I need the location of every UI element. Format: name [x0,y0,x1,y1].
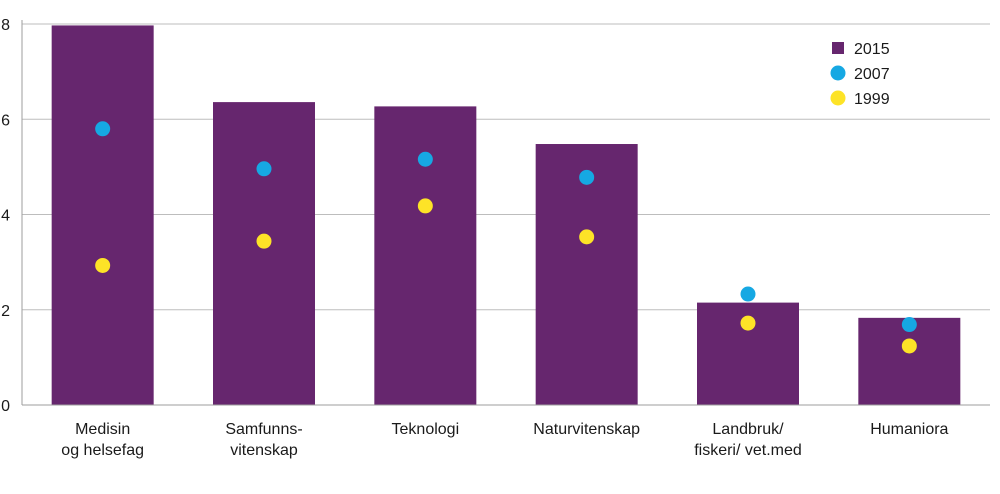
x-category-label: fiskeri/ vet.med [694,442,802,459]
point-2007 [579,169,595,185]
bar-2015 [213,102,315,405]
point-2007 [256,161,272,177]
bar-2015 [51,25,154,406]
gridlines [22,23,990,311]
x-category-label: Naturvitenskap [533,421,640,438]
y-tick-label: 8 [1,17,10,34]
legend-label-2007: 2007 [854,66,890,83]
point-1999 [901,338,917,354]
y-axis: 0 2 4 6 8 [1,17,23,415]
bar-2015 [374,106,477,406]
x-category-label: Samfunns- [225,421,302,438]
x-category-label: og helsefag [61,442,144,459]
x-axis: Medisin og helsefag Samfunns-vitenskap Tekn… [22,404,990,459]
point-1999 [740,315,756,331]
legend: 2015 2007 1999 [830,41,890,108]
y-tick-label: 2 [1,303,10,320]
legend-marker-1999 [830,90,846,106]
bar-2015 [858,317,961,405]
point-1999 [417,198,433,214]
y-tick-label: 6 [1,112,10,129]
point-2007 [901,317,917,333]
legend-marker-2015 [832,42,844,54]
legend-label-1999: 1999 [854,91,890,108]
point-2007 [740,286,756,302]
x-category-label: vitenskap [230,442,298,459]
bars-2015 [51,25,961,406]
point-1999 [579,229,595,245]
y-tick-label: 4 [1,208,10,225]
bar-2015 [535,144,638,405]
y-tick-label: 0 [1,398,10,415]
legend-label-2015: 2015 [854,41,890,58]
point-1999 [95,257,111,273]
legend-marker-2007 [830,65,846,81]
x-category-label: Medisin [75,421,130,438]
points [95,121,917,354]
point-2007 [417,151,433,167]
point-2007 [95,121,111,137]
x-category-label: Humaniora [870,421,948,438]
point-1999 [256,233,272,249]
x-category-label: Landbruk/ [712,421,784,438]
x-category-label: Teknologi [392,421,460,438]
